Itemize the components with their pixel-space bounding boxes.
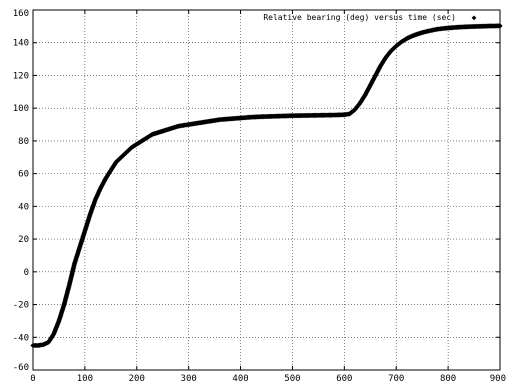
y-tick-label: 80 — [18, 137, 29, 147]
y-tick-label: -20 — [13, 301, 29, 311]
x-tick-label: 700 — [388, 374, 404, 384]
plot-frame — [32, 9, 501, 371]
x-tick-label: 100 — [77, 374, 93, 384]
y-tick-label: 40 — [18, 202, 29, 212]
series-layer — [30, 23, 503, 349]
x-tick-label: 0 — [30, 374, 35, 384]
y-tick-label: 100 — [13, 104, 29, 114]
grid-layer — [33, 10, 500, 370]
x-tick-label: 200 — [129, 374, 145, 384]
y-tick-label: 160 — [13, 9, 29, 19]
y-tick-label: 120 — [13, 71, 29, 81]
legend: Relative bearing (deg) versus time (sec)… — [263, 13, 476, 22]
y-tick-label: -60 — [13, 363, 29, 373]
y-tick-label: 60 — [18, 170, 29, 180]
ticks-layer: 0 100 200 300 400 500 600 700 800 900 -60 -40 -20 0 20… — [13, 9, 506, 384]
y-tick-label: 20 — [18, 235, 29, 245]
x-tick-label: 400 — [232, 374, 248, 384]
legend-marker-icon: ◆ — [472, 13, 477, 22]
x-tick-label: 300 — [181, 374, 197, 384]
y-tick-label: 140 — [13, 39, 29, 49]
x-tick-label: 800 — [440, 374, 456, 384]
series-markers — [30, 23, 503, 349]
y-tick-label: 0 — [24, 268, 29, 278]
x-tick-label: 900 — [490, 374, 506, 384]
x-tick-label: 500 — [284, 374, 300, 384]
legend-label: Relative bearing (deg) versus time (sec) — [263, 13, 456, 22]
x-tick-label: 600 — [336, 374, 352, 384]
y-tick-label: -40 — [13, 333, 29, 343]
